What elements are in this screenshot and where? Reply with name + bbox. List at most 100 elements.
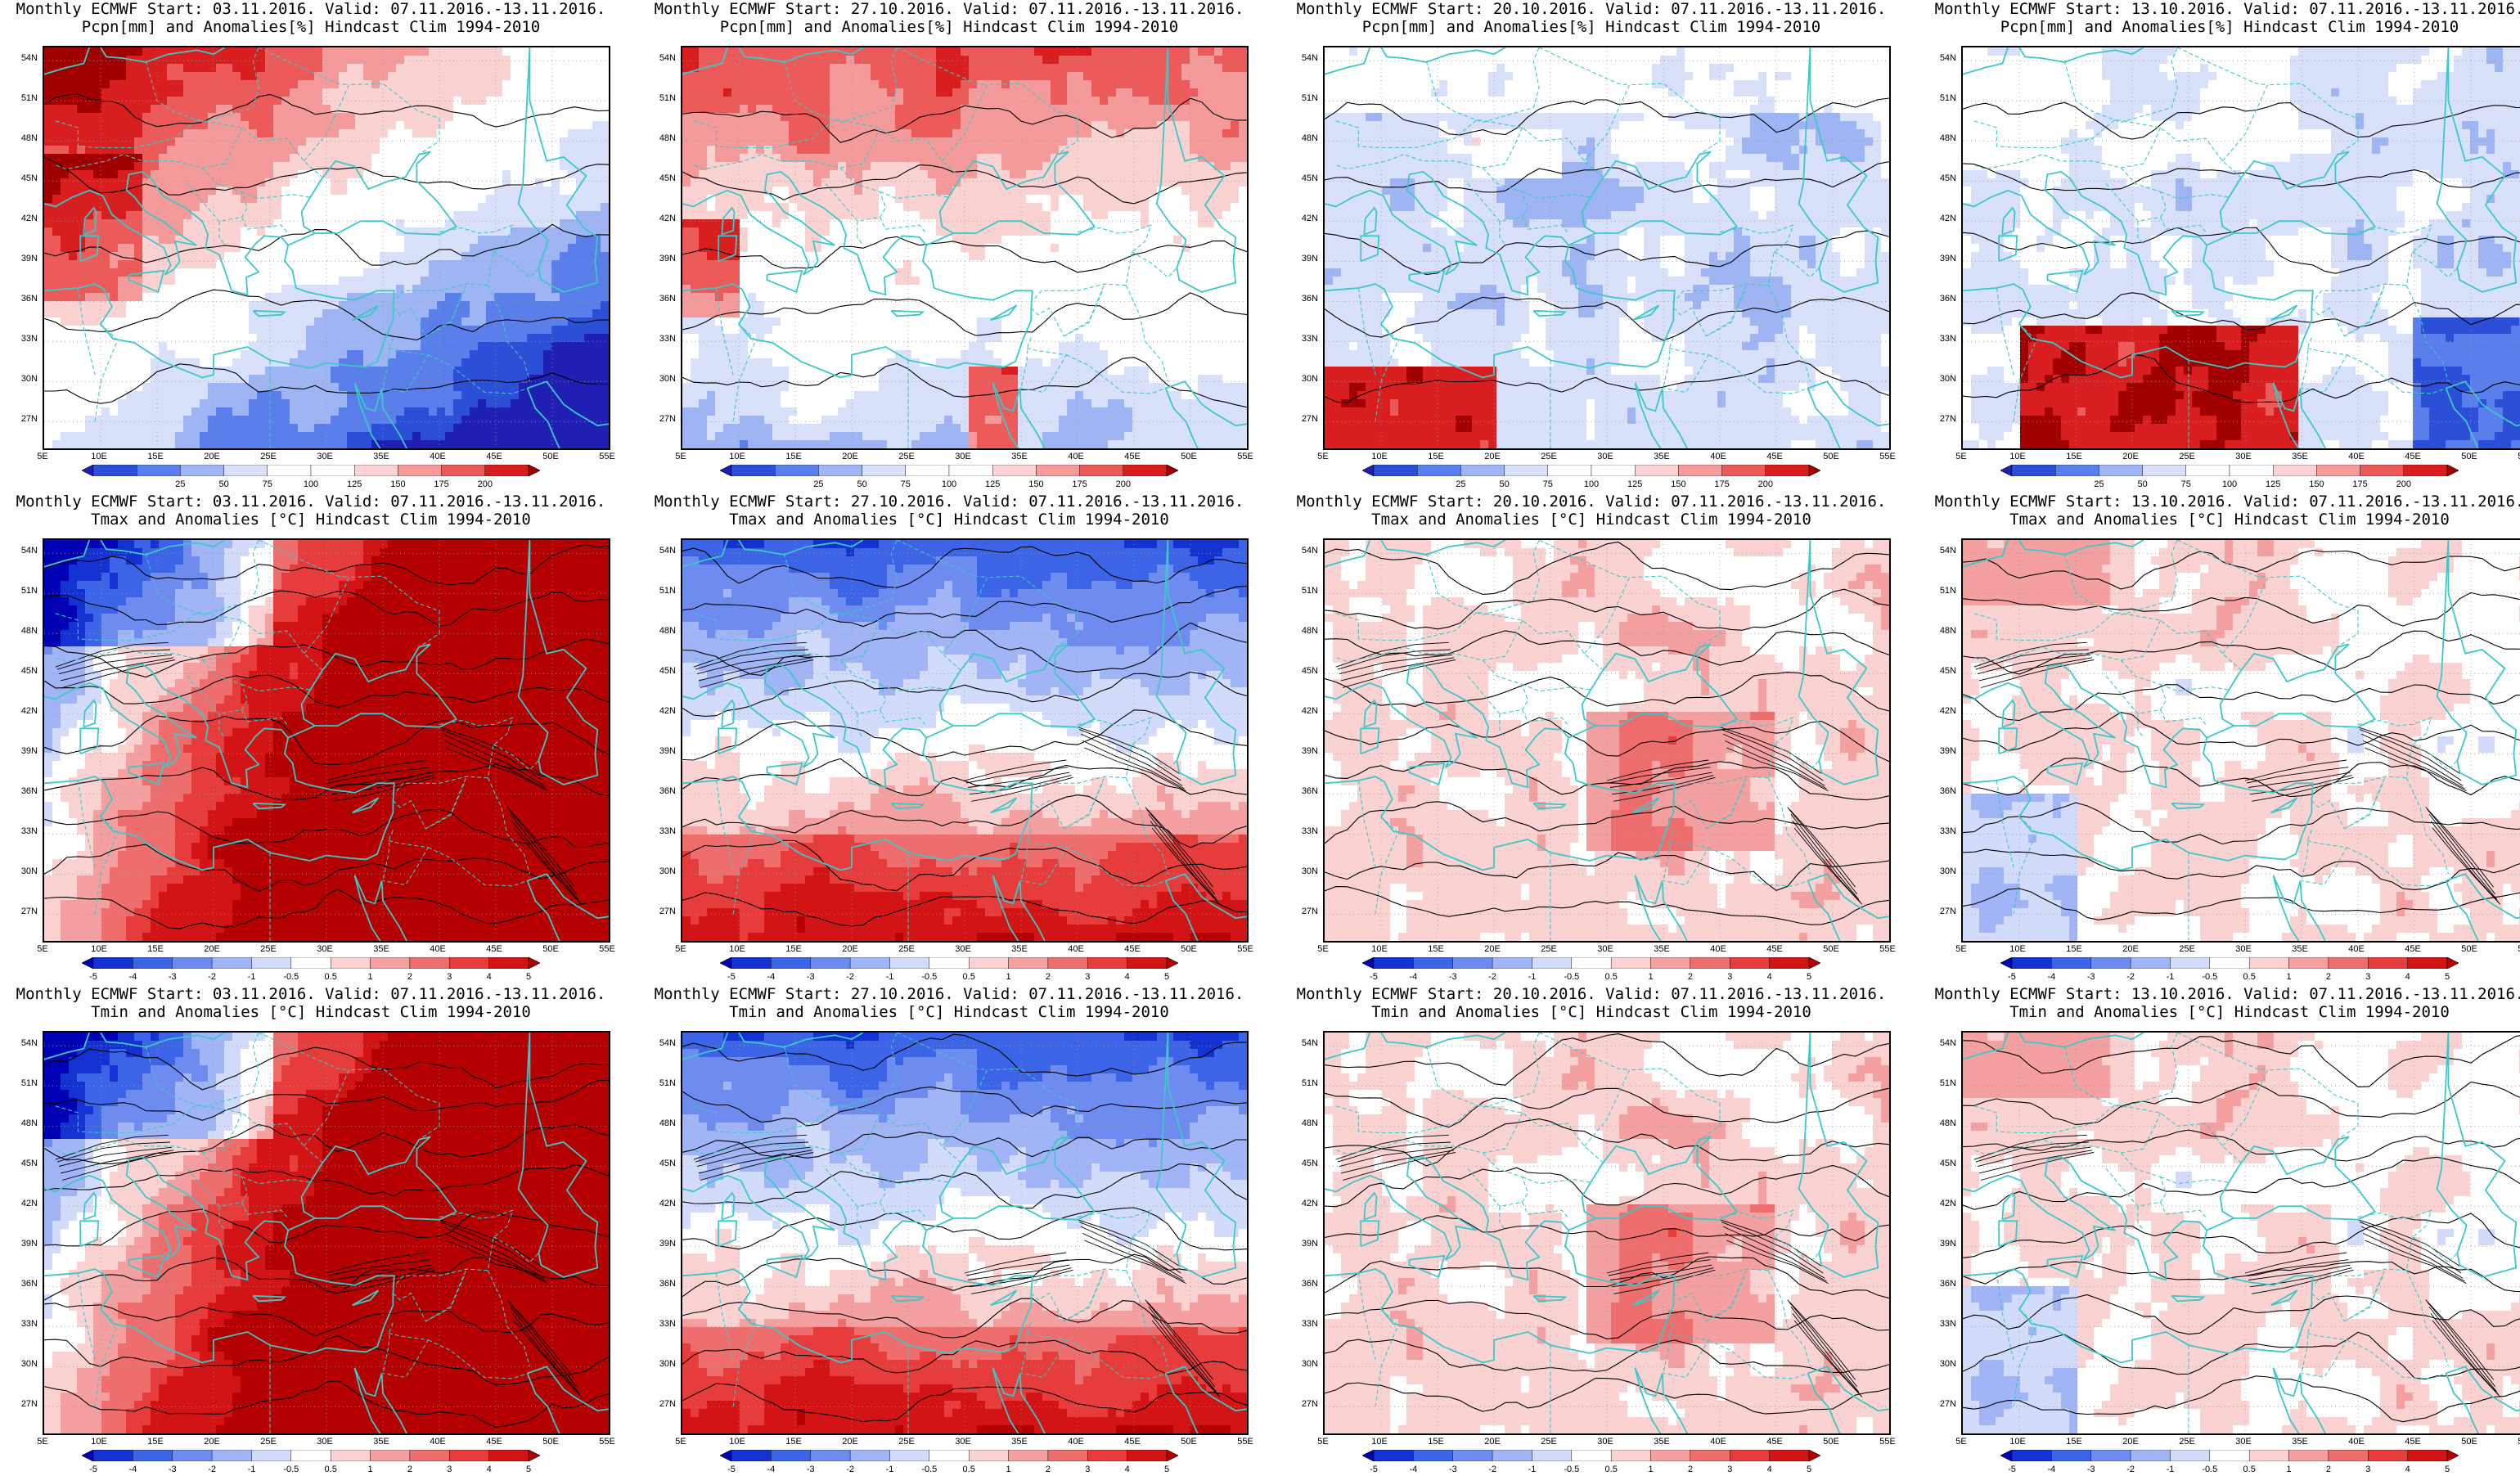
colorbar-swatch bbox=[2143, 465, 2186, 476]
longitude-label: 20E bbox=[2122, 944, 2139, 954]
colorbar-tick-label: 100 bbox=[1584, 479, 1599, 489]
latitude-label: 54N bbox=[1919, 1038, 1956, 1048]
longitude-label: 5E bbox=[1317, 452, 1328, 461]
longitude-label: 45E bbox=[486, 1437, 502, 1447]
colorbar-tick-label: 2 bbox=[2326, 1465, 2331, 1474]
colorbar-swatch bbox=[1453, 1450, 1492, 1461]
forecast-panel: Monthly ECMWF Start: 27.10.2016. Valid: … bbox=[638, 985, 1260, 1476]
panel-title-line1: Monthly ECMWF Start: 03.11.2016. Valid: … bbox=[0, 493, 622, 511]
panel-title: Monthly ECMWF Start: 20.10.2016. Valid: … bbox=[1280, 0, 1902, 36]
forecast-panel: Monthly ECMWF Start: 20.10.2016. Valid: … bbox=[1280, 985, 1902, 1476]
longitude-label: 35E bbox=[373, 944, 389, 954]
colorbar-max-arrow bbox=[1809, 465, 1820, 476]
longitude-label: 25E bbox=[898, 452, 915, 461]
colorbar-tick-label: 100 bbox=[2222, 479, 2237, 489]
longitude-label: 5E bbox=[675, 944, 686, 954]
panel-title-line1: Monthly ECMWF Start: 27.10.2016. Valid: … bbox=[638, 493, 1260, 511]
colorbar-tick-label: 4 bbox=[2405, 972, 2410, 982]
colorbar-swatch bbox=[2012, 465, 2055, 476]
longitude-label: 50E bbox=[2461, 452, 2477, 461]
longitude-label: 45E bbox=[1124, 1437, 1141, 1447]
colorbar-tick-label: 1 bbox=[2286, 1465, 2291, 1474]
map-canvas bbox=[1963, 1033, 2520, 1433]
colorbar-tick-label: 1 bbox=[1006, 1465, 1010, 1474]
colorbar-tick-label: 4 bbox=[1767, 972, 1772, 982]
colorbar-svg bbox=[2000, 465, 2459, 476]
colorbar-tick-label: 150 bbox=[1028, 479, 1043, 489]
latitude-label: 42N bbox=[638, 1199, 676, 1208]
latitude-label: 33N bbox=[1919, 334, 1956, 344]
colorbar-tick-label: -3 bbox=[169, 1465, 177, 1474]
latitude-label: 45N bbox=[0, 1159, 38, 1168]
latitude-label: 45N bbox=[0, 666, 38, 676]
colorbar-min-arrow bbox=[720, 1450, 731, 1461]
longitude-label: 45E bbox=[2405, 944, 2421, 954]
longitude-label: 10E bbox=[91, 1437, 107, 1447]
colorbar-swatch bbox=[1123, 465, 1167, 476]
latitude-label: 36N bbox=[1919, 294, 1956, 304]
colorbar-swatch bbox=[969, 1450, 1008, 1461]
colorbar-tick-label: 50 bbox=[2137, 479, 2147, 489]
colorbar-tick-label: 2 bbox=[1046, 1465, 1051, 1474]
longitude-label: 15E bbox=[1428, 1437, 1444, 1447]
latitude-label: 30N bbox=[1919, 374, 1956, 384]
latitude-label: 45N bbox=[638, 1159, 676, 1168]
colorbar-swatch bbox=[354, 465, 398, 476]
colorbar-tick-label: 4 bbox=[2405, 1465, 2410, 1474]
colorbar-min-arrow bbox=[82, 465, 93, 476]
colorbar-tick-label: 50 bbox=[1499, 479, 1509, 489]
colorbar-tick-label: 5 bbox=[1164, 1465, 1169, 1474]
longitude-label: 50E bbox=[542, 1437, 559, 1447]
colorbar-tick-label: 0.5 bbox=[2243, 1465, 2256, 1474]
colorbar-swatch bbox=[1611, 957, 1650, 969]
longitude-label: 45E bbox=[1124, 944, 1141, 954]
colorbar-tick-label: 0.5 bbox=[963, 1465, 975, 1474]
latitude-label: 30N bbox=[1919, 1359, 1956, 1369]
longitude-label: 45E bbox=[1124, 452, 1141, 461]
longitude-label: 55E bbox=[1879, 452, 1896, 461]
colorbar-swatch bbox=[2091, 957, 2131, 969]
latitude-label: 45N bbox=[1919, 173, 1956, 183]
colorbar-swatch bbox=[2289, 1450, 2329, 1461]
colorbar-tick-label: -2 bbox=[208, 1465, 216, 1474]
colorbar-tick-label: 100 bbox=[304, 479, 318, 489]
longitude-label: 5E bbox=[1317, 944, 1328, 954]
latitude-label: 42N bbox=[1919, 214, 1956, 223]
colorbar-swatch bbox=[1492, 957, 1532, 969]
latitude-label: 48N bbox=[1919, 626, 1956, 636]
colorbar-swatch bbox=[2131, 1450, 2170, 1461]
latitude-label: 39N bbox=[1280, 1239, 1318, 1249]
longitude-label: 10E bbox=[1371, 452, 1388, 461]
colorbar-swatch bbox=[137, 465, 180, 476]
colorbar-swatch bbox=[2368, 1450, 2407, 1461]
colorbar-tick-label: -5 bbox=[727, 972, 736, 982]
longitude-label: 40E bbox=[2348, 452, 2365, 461]
colorbar-tick-label: 75 bbox=[1543, 479, 1553, 489]
latitude-label: 39N bbox=[1919, 254, 1956, 263]
map-frame bbox=[1323, 46, 1891, 450]
longitude-label: 15E bbox=[1428, 452, 1444, 461]
colorbar-tick-label: -3 bbox=[807, 1465, 815, 1474]
longitude-label: 45E bbox=[2405, 452, 2421, 461]
panel-title-line1: Monthly ECMWF Start: 13.10.2016. Valid: … bbox=[1919, 493, 2520, 511]
latitude-label: 51N bbox=[0, 586, 38, 596]
latitude-label: 39N bbox=[1280, 254, 1318, 263]
longitude-label: 45E bbox=[1766, 452, 1783, 461]
map-frame bbox=[43, 1031, 610, 1435]
map-canvas bbox=[1963, 47, 2520, 448]
latitude-label: 51N bbox=[1919, 1078, 1956, 1088]
colorbar-swatch bbox=[93, 1450, 133, 1461]
colorbar-swatch bbox=[1127, 957, 1167, 969]
colorbar-swatch bbox=[2329, 1450, 2368, 1461]
longitude-label: 50E bbox=[1181, 944, 1197, 954]
colorbar-swatch bbox=[1492, 1450, 1532, 1461]
latitude-label: 48N bbox=[1280, 626, 1318, 636]
latitude-label: 30N bbox=[0, 374, 38, 384]
colorbar-swatch bbox=[1087, 957, 1127, 969]
colorbar-tick-label: 175 bbox=[434, 479, 448, 489]
colorbar-max-arrow bbox=[1809, 1450, 1820, 1461]
colorbar-swatch bbox=[1770, 957, 1809, 969]
colorbar-max-arrow bbox=[529, 957, 540, 969]
latitude-label: 54N bbox=[1919, 546, 1956, 556]
longitude-label: 10E bbox=[91, 452, 107, 461]
